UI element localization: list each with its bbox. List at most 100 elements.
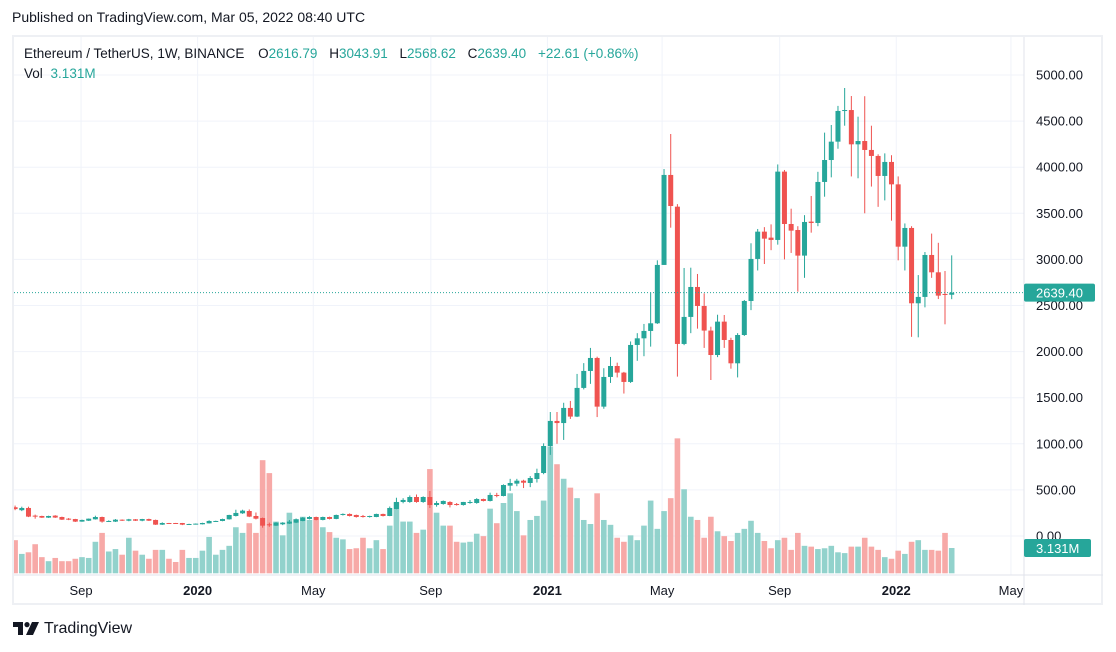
candle-body bbox=[688, 286, 694, 317]
candle-body bbox=[674, 206, 680, 344]
price-axis[interactable]: 5000.00 4500.00 4000.00 3500.00 3000.00 2500.… bbox=[1036, 68, 1083, 544]
open-label: O bbox=[258, 46, 269, 61]
candle-body bbox=[888, 161, 894, 185]
candle-body bbox=[246, 511, 252, 517]
candle-body bbox=[628, 344, 634, 382]
candle-body bbox=[648, 323, 654, 331]
candle-body bbox=[139, 519, 145, 521]
volume-bar bbox=[427, 469, 433, 574]
candle-body bbox=[494, 494, 500, 496]
volume-bar bbox=[888, 558, 895, 574]
candle-body bbox=[521, 480, 527, 483]
volume-bar bbox=[59, 561, 65, 574]
candle-body bbox=[500, 485, 506, 496]
volume-bar bbox=[554, 464, 560, 574]
volume-bar bbox=[721, 536, 728, 574]
ohlc-legend-row: Ethereum / TetherUS, 1W, BINANCE O2616.7… bbox=[24, 45, 647, 65]
candle-body bbox=[213, 520, 219, 522]
volume-bar bbox=[681, 489, 687, 574]
volume-bar bbox=[393, 502, 400, 574]
volume-bar bbox=[92, 541, 99, 574]
candle-body bbox=[427, 496, 433, 506]
candle-body bbox=[92, 517, 98, 520]
volume-bar bbox=[895, 550, 901, 574]
volume-bar bbox=[239, 532, 246, 574]
volume-bar bbox=[728, 540, 734, 574]
change-value: +22.61 (+0.86%) bbox=[537, 46, 639, 61]
candle-body bbox=[233, 512, 239, 516]
volume-bar bbox=[634, 540, 641, 574]
candle-body bbox=[781, 171, 787, 224]
tradingview-branding[interactable]: TradingView bbox=[13, 620, 132, 638]
volume-bar bbox=[293, 519, 299, 574]
volume-bar bbox=[373, 540, 380, 574]
price-tick-label: 1000.00 bbox=[1036, 436, 1083, 451]
volume-bar bbox=[346, 549, 353, 574]
candle-body bbox=[146, 519, 152, 521]
candle-body bbox=[393, 501, 399, 509]
volume-bar bbox=[774, 540, 781, 574]
volume-bar bbox=[313, 519, 319, 574]
volume-bar bbox=[687, 516, 694, 574]
candle-body bbox=[788, 223, 794, 231]
volume-bar bbox=[935, 550, 942, 574]
candle-body bbox=[193, 523, 199, 525]
volume-bar bbox=[748, 520, 754, 574]
candle-body bbox=[106, 520, 112, 522]
volume-bar bbox=[882, 557, 888, 574]
price-tick-label: 2500.00 bbox=[1036, 298, 1083, 313]
candle-body bbox=[728, 339, 734, 364]
last-price-label: 2639.40 bbox=[1036, 286, 1083, 301]
candle-body bbox=[748, 258, 754, 301]
candle-body bbox=[480, 499, 486, 501]
symbol-title[interactable]: Ethereum / TetherUS, 1W, BINANCE bbox=[24, 46, 245, 61]
volume-bar bbox=[52, 557, 59, 574]
volume-bar bbox=[607, 524, 614, 574]
volume-bar bbox=[112, 549, 119, 574]
volume-bar bbox=[761, 540, 768, 574]
candle-body bbox=[715, 321, 721, 356]
volume-bar bbox=[39, 557, 45, 574]
candle-body bbox=[855, 141, 861, 145]
candle-body bbox=[367, 515, 373, 518]
volume-bar bbox=[166, 558, 172, 574]
last-price-tag bbox=[1024, 283, 1095, 302]
chart-legend: Ethereum / TetherUS, 1W, BINANCE O2616.7… bbox=[24, 45, 647, 85]
candle-body bbox=[681, 316, 687, 344]
candle-body bbox=[126, 519, 132, 521]
close-value: 2639.40 bbox=[477, 46, 527, 61]
candle-body bbox=[133, 519, 139, 521]
candle-body bbox=[407, 496, 413, 502]
volume-bar bbox=[25, 552, 32, 574]
tradingview-wordmark: TradingView bbox=[44, 620, 133, 637]
candle-body bbox=[59, 517, 65, 520]
candle-body bbox=[922, 254, 928, 297]
last-volume-label: 3.131M bbox=[1036, 541, 1079, 556]
volume-bar bbox=[855, 546, 861, 574]
candle-body bbox=[902, 227, 908, 247]
volume-bar bbox=[520, 535, 527, 574]
candle-body bbox=[909, 227, 915, 304]
volume-bar bbox=[567, 487, 574, 574]
candle-body bbox=[882, 161, 888, 176]
volume-bar bbox=[413, 532, 420, 574]
volume-bar bbox=[366, 548, 373, 574]
volume-bar bbox=[861, 537, 868, 574]
candle-body bbox=[802, 221, 808, 256]
volume-bar bbox=[627, 535, 634, 574]
volume-bar bbox=[219, 549, 226, 574]
candle-body bbox=[587, 357, 593, 371]
candle-body bbox=[153, 519, 159, 525]
time-axis[interactable]: Sep 2020 May Sep 2021 May Sep 2022 May bbox=[69, 583, 1023, 598]
volume-bar bbox=[233, 527, 239, 574]
volume-bar bbox=[942, 532, 948, 574]
volume-bar bbox=[333, 537, 340, 574]
volume-bar bbox=[226, 545, 232, 574]
volume-bar bbox=[694, 519, 701, 574]
volume-bar bbox=[835, 552, 841, 574]
candle-body bbox=[414, 496, 419, 502]
candle-body bbox=[39, 515, 45, 518]
candle-body bbox=[199, 522, 205, 525]
volume-bar bbox=[500, 503, 507, 574]
